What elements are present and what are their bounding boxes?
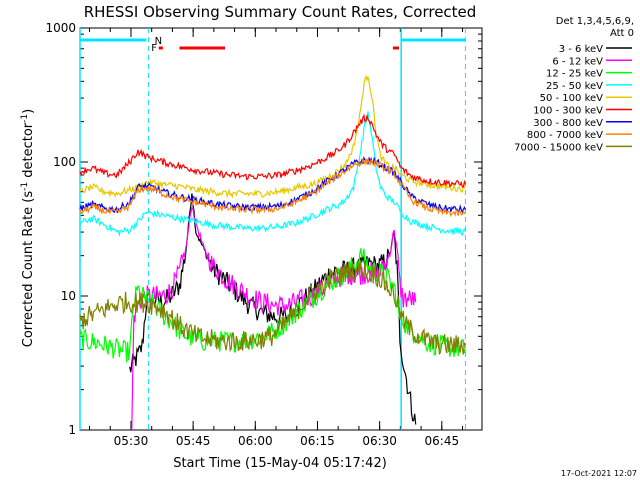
series-line-7000-15000-kev: [79, 259, 466, 355]
x-tick-label: 06:15: [300, 434, 335, 448]
x-tick-label: 05:45: [176, 434, 211, 448]
legend-label: 50 - 100 keV: [540, 93, 604, 104]
x-tick-label: 05:30: [114, 434, 149, 448]
legend-label: 3 - 6 keV: [559, 44, 603, 55]
series-line-50-100-kev: [79, 74, 466, 199]
y-tick-label: 10: [61, 289, 76, 303]
series-line-800-7000-kev: [79, 157, 466, 218]
flag-F: F: [151, 43, 157, 54]
plot-area: 1 10 100 1000 05:30 05:45 06:00 06:15 06:30 06:45…: [45, 21, 483, 448]
legend-header: Att 0: [610, 28, 634, 39]
series-line-300-800-kev: [79, 155, 466, 214]
x-tick-label: 06:00: [238, 434, 273, 448]
y-axis-label: Corrected Count Rate (s-1 detector-1): [20, 109, 36, 347]
footer-timestamp: 17-Oct-2021 12:07: [561, 469, 637, 478]
x-tick-label: 06:45: [425, 434, 460, 448]
chart-title: RHESSI Observing Summary Count Rates, Co…: [84, 3, 477, 21]
x-axis-label: Start Time (15-May-04 05:17:42): [173, 456, 387, 471]
y-tick-label: 1: [68, 423, 76, 437]
series-line-100-300-kev: [79, 113, 466, 188]
flag-N: N: [155, 36, 162, 47]
x-tick-label: 06:30: [362, 434, 397, 448]
legend-label: 100 - 300 keV: [533, 106, 603, 117]
legend-label: 800 - 7000 keV: [527, 130, 603, 141]
legend-label: 7000 - 15000 keV: [514, 142, 603, 153]
legend-label: 300 - 800 keV: [533, 118, 603, 129]
legend-label: 6 - 12 keV: [552, 56, 603, 67]
series-line-12-25-kev: [79, 248, 466, 363]
legend-header: Det 1,3,4,5,6,9,: [556, 16, 634, 27]
legend-label: 12 - 25 keV: [546, 69, 603, 80]
series-line-25-50-kev: [79, 111, 466, 238]
series-line-6-12-kev: [131, 206, 417, 431]
legend-label: 25 - 50 keV: [546, 81, 603, 92]
y-tick-label: 1000: [45, 21, 76, 35]
y-tick-label: 100: [53, 155, 76, 169]
